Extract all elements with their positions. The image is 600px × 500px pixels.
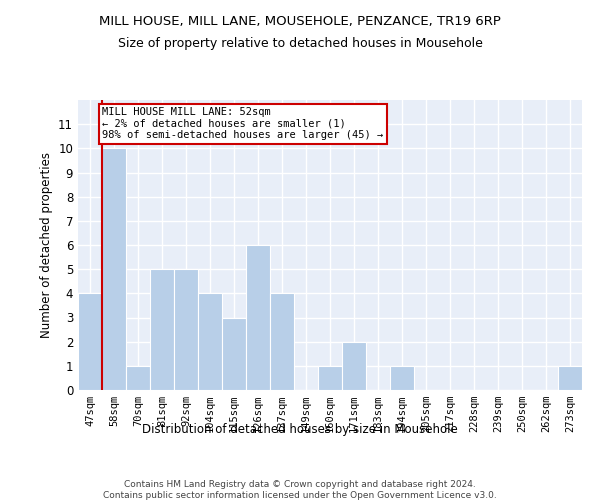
Bar (126, 366, 150, 390)
Bar (270, 294, 294, 390)
Y-axis label: Number of detached properties: Number of detached properties (40, 152, 53, 338)
Text: Distribution of detached houses by size in Mousehole: Distribution of detached houses by size … (142, 422, 458, 436)
Bar (246, 245, 270, 390)
Bar (78, 294, 102, 390)
Bar (390, 366, 414, 390)
Text: Size of property relative to detached houses in Mousehole: Size of property relative to detached ho… (118, 38, 482, 51)
Text: MILL HOUSE, MILL LANE, MOUSEHOLE, PENZANCE, TR19 6RP: MILL HOUSE, MILL LANE, MOUSEHOLE, PENZAN… (99, 15, 501, 28)
Bar (222, 318, 246, 390)
Bar (150, 269, 174, 390)
Bar (198, 294, 222, 390)
Bar (174, 269, 198, 390)
Bar (342, 342, 366, 390)
Text: Contains HM Land Registry data © Crown copyright and database right 2024.: Contains HM Land Registry data © Crown c… (124, 480, 476, 489)
Bar (318, 366, 342, 390)
Bar (558, 366, 582, 390)
Text: Contains public sector information licensed under the Open Government Licence v3: Contains public sector information licen… (103, 491, 497, 500)
Bar (102, 148, 126, 390)
Text: MILL HOUSE MILL LANE: 52sqm
← 2% of detached houses are smaller (1)
98% of semi-: MILL HOUSE MILL LANE: 52sqm ← 2% of deta… (103, 108, 384, 140)
